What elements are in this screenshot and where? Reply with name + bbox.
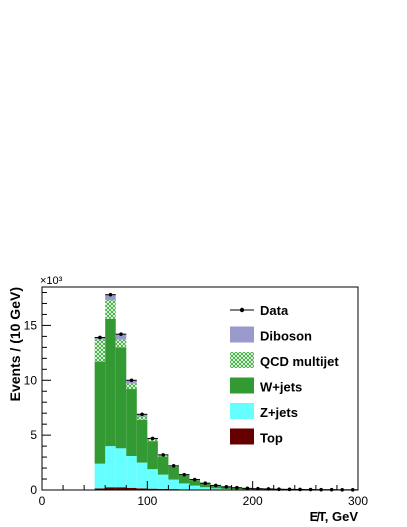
data-point-7 (171, 464, 176, 468)
legend-marker-dot (239, 307, 245, 313)
bar-top-bin-6 (157, 488, 169, 490)
data-point-8 (182, 472, 186, 477)
data-point-5 (150, 436, 155, 441)
x-tick-label-200: 200 (243, 494, 263, 508)
bar-z-jets-bin-6 (157, 474, 169, 489)
legend-label-z-jets: Z+jets (260, 405, 298, 420)
data-point-9 (192, 477, 197, 482)
bar-z-jets-bin-0 (94, 463, 106, 489)
legend-entry-diboson: Diboson (230, 326, 312, 344)
legend-entry-w-jets: W+jets (230, 377, 302, 395)
data-point-12 (224, 485, 229, 489)
x-tick-label-0: 0 (39, 494, 46, 508)
legend-swatch-w-jets (230, 377, 254, 394)
legend-swatch-top (230, 428, 254, 445)
bar-w-jets-bin-4 (136, 419, 148, 463)
x-tick-label-100: 100 (137, 494, 157, 508)
bar-z-jets-bin-7 (168, 479, 179, 490)
y-axis-label: Events / (10 GeV) (7, 287, 23, 401)
legend-swatch-diboson (230, 326, 254, 343)
data-point-0 (98, 335, 102, 340)
stacked-histogram (94, 294, 358, 490)
bar-qcd-multijet-bin-0 (94, 339, 106, 362)
bar-w-jets-bin-2 (115, 347, 127, 449)
bar-z-jets-bin-11 (210, 488, 222, 490)
bar-z-jets-bin-1 (105, 446, 116, 488)
legend-swatch-qcd-multijet (230, 352, 254, 368)
data-point-14 (245, 486, 250, 491)
bar-top-bin-3 (126, 487, 137, 490)
bar-w-jets-bin-3 (126, 389, 137, 456)
x-tick-label-300: 300 (348, 494, 368, 508)
data-point-18 (287, 487, 292, 492)
legend-entry-z-jets: Z+jets (230, 403, 298, 420)
bar-diboson-bin-2 (115, 334, 127, 340)
bar-z-jets-bin-2 (115, 448, 127, 488)
bar-top-bin-0 (94, 488, 106, 490)
legend-label-w-jets: W+jets (260, 380, 302, 395)
data-point-11 (214, 483, 218, 488)
legend-entry-top: Top (230, 428, 283, 446)
data-point-1 (108, 292, 113, 297)
bar-qcd-multijet-bin-4 (136, 416, 148, 420)
legend-entry-data: Data (230, 303, 289, 318)
x-axis-label: E̸T, GeV (310, 509, 359, 524)
x-axis: 0 100 200 300 (39, 481, 368, 508)
y-tick-label-0: 0 (30, 483, 37, 497)
bar-top-bin-4 (136, 488, 148, 490)
bar-w-jets-bin-7 (168, 466, 179, 480)
bar-z-jets-bin-8 (178, 483, 190, 490)
bar-top-bin-5 (147, 488, 158, 490)
bar-w-jets-bin-0 (94, 361, 106, 464)
bar-qcd-multijet-bin-5 (147, 439, 158, 442)
legend-swatch-z-jets (230, 403, 254, 419)
data-point-3 (129, 378, 134, 383)
plot-frame (41, 286, 359, 491)
legend: Data Diboson QCD multijet W+jets Z+jets Top (230, 303, 339, 446)
bar-qcd-multijet-bin-2 (115, 339, 127, 348)
bar-w-jets-bin-5 (147, 441, 158, 470)
bar-z-jets-bin-4 (136, 462, 148, 489)
bar-top-bin-2 (115, 487, 127, 490)
bar-z-jets-bin-10 (200, 487, 211, 490)
bar-diboson-bin-1 (105, 294, 116, 301)
bar-z-jets-bin-3 (126, 455, 137, 488)
bar-z-jets-bin-12 (221, 488, 232, 490)
legend-label-top: Top (260, 431, 283, 446)
y-tick-label-5: 5 (30, 428, 37, 442)
data-point-13 (235, 485, 239, 490)
bar-w-jets-bin-1 (105, 318, 116, 447)
y-tick-label-15: 15 (24, 318, 38, 332)
bar-z-jets-bin-5 (147, 469, 158, 489)
bar-top-bin-1 (105, 487, 116, 490)
bar-w-jets-bin-8 (178, 475, 190, 484)
legend-label-diboson: Diboson (260, 329, 312, 344)
y-axis: 0 5 10 15 (24, 291, 51, 497)
legend-label-qcd-multijet: QCD multijet (260, 354, 339, 369)
bar-z-jets-bin-9 (189, 485, 200, 490)
data-point-6 (161, 453, 165, 457)
bar-w-jets-bin-10 (200, 483, 211, 488)
y-multiplier: ×10³ (40, 275, 63, 287)
data-point-10 (203, 481, 208, 485)
bar-w-jets-bin-9 (189, 480, 200, 486)
bar-qcd-multijet-bin-1 (105, 300, 116, 319)
legend-label-data: Data (260, 303, 289, 318)
data-point-2 (119, 332, 123, 336)
data-point-4 (140, 412, 144, 417)
bar-w-jets-bin-6 (157, 456, 169, 475)
y-tick-label-10: 10 (24, 373, 38, 387)
bar-qcd-multijet-bin-3 (126, 383, 137, 390)
legend-entry-qcd-multijet: QCD multijet (230, 352, 339, 369)
data-point-19 (298, 487, 302, 492)
